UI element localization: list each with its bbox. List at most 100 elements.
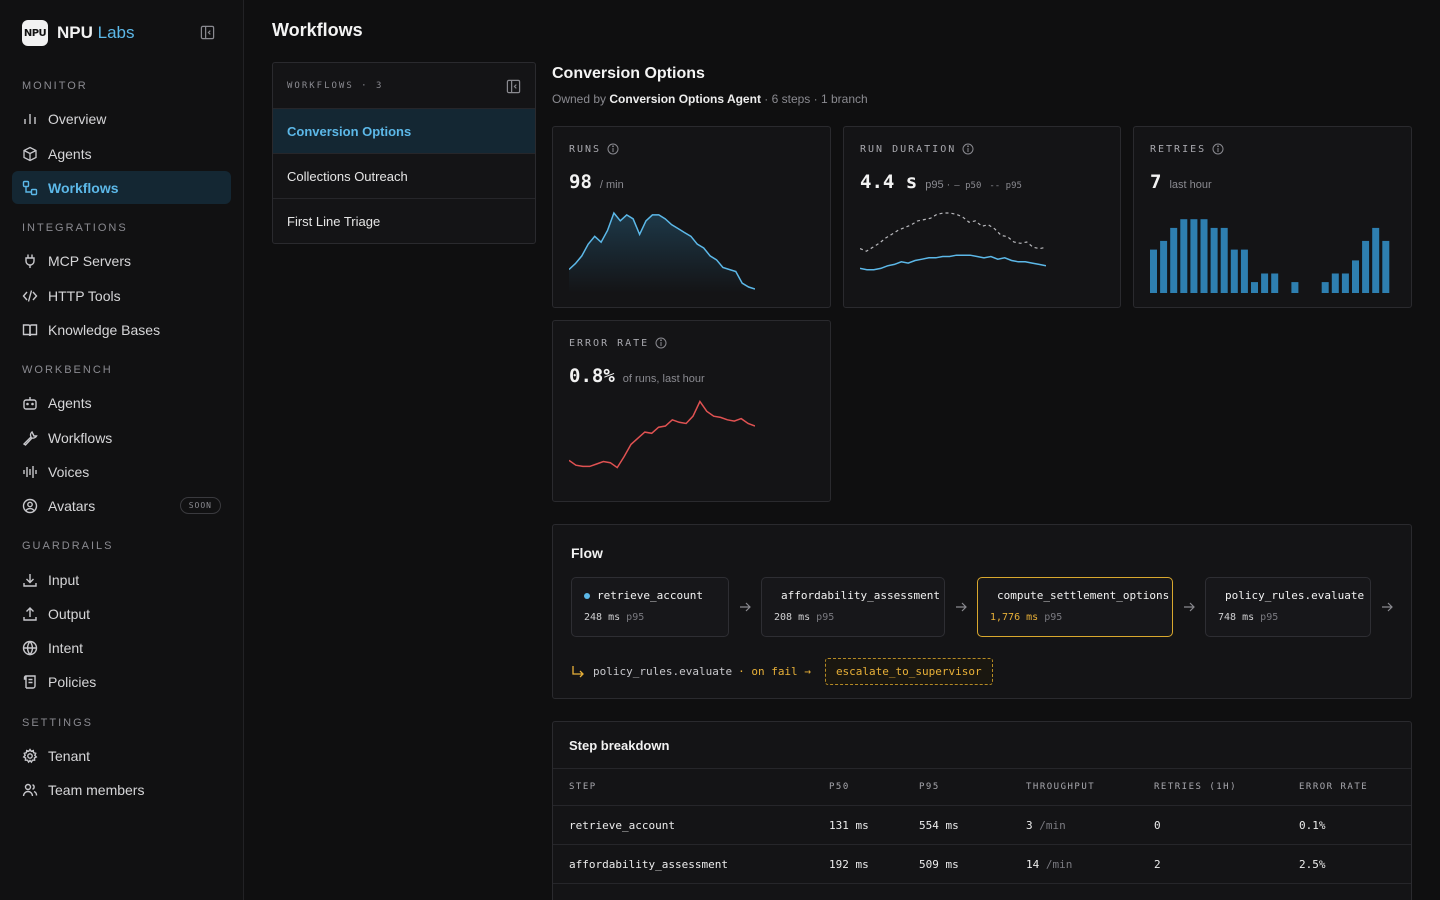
flow-step-compute-settlement-options[interactable]: compute_settlement_options 1,776 ms p95 (977, 577, 1173, 637)
cell-retries: 2 (1154, 858, 1161, 871)
info-icon[interactable] (1212, 143, 1224, 155)
sidebar-item-label: Agents (48, 394, 92, 411)
error-rate-chart (569, 400, 755, 469)
cell-throughput: 3 /min (1026, 819, 1066, 832)
column-header[interactable]: RETRIES (1H) (1154, 782, 1238, 792)
user-circle-icon (22, 498, 38, 513)
retries-bar (1240, 249, 1248, 293)
sidebar-item-team-members[interactable]: Team members (12, 773, 231, 806)
runs-area (569, 213, 755, 293)
column-header[interactable]: STEP (569, 782, 597, 792)
workflow-item-conversion-options[interactable]: Conversion Options (273, 109, 535, 154)
retries-label: RETRIES (1150, 143, 1224, 155)
arrow-right-icon (740, 602, 751, 612)
sidebar-item-label: Intent (48, 639, 84, 656)
retries-bar (1331, 273, 1339, 293)
table-row[interactable]: affordability_assessment 192 ms 509 ms 1… (553, 845, 1411, 884)
error-rate-value: 0.8% of runs, last hour (569, 365, 705, 387)
branch-arrow-icon (572, 665, 584, 677)
runs-card: RUNS 98/ min (552, 126, 831, 308)
sidebar-item-label: MCP Servers (48, 252, 131, 269)
sidebar-item-mcp-servers[interactable]: MCP Servers (12, 244, 231, 277)
sidebar-item-label: Agents (48, 145, 92, 162)
sidebar-item-input[interactable]: Input (12, 563, 231, 596)
flow-step-policy-rules-evaluate[interactable]: policy_rules.evaluate 748 ms p95 (1205, 577, 1371, 637)
info-icon[interactable] (655, 337, 667, 349)
sidebar-item-label: Output (48, 605, 91, 622)
sidebar-item-label: Knowledge Bases (48, 321, 161, 338)
flow-step-affordability-assessment[interactable]: affordability_assessment 208 ms p95 (761, 577, 945, 637)
sidebar-item-label: Overview (48, 110, 107, 127)
upload-icon (23, 606, 37, 621)
flow-step-retrieve-account[interactable]: retrieve_account 248 ms p95 (571, 577, 729, 637)
sidebar-item-http-tools[interactable]: HTTP Tools (12, 279, 231, 312)
retries-bar (1170, 227, 1178, 293)
cell-p50: 192 ms (829, 858, 869, 871)
legend-p95: -- p95 (989, 181, 1022, 191)
section-settings: SETTINGS (22, 717, 94, 729)
retries-bar (1321, 282, 1329, 293)
column-header[interactable]: ERROR RATE (1299, 782, 1369, 792)
sidebar-item-tenant[interactable]: Tenant (12, 739, 231, 772)
retries-bar (1362, 240, 1370, 293)
info-icon[interactable] (962, 143, 974, 155)
page-title: Workflows (272, 20, 363, 40)
workflow-item-collections-outreach[interactable]: Collections Outreach (273, 154, 535, 199)
status-dot (584, 592, 590, 599)
sidebar-item-workflows[interactable]: Workflows (12, 171, 231, 204)
sidebar-item-agents[interactable]: Agents (12, 137, 231, 170)
section-guardrails: GUARDRAILS (22, 540, 114, 552)
info-icon[interactable] (607, 143, 619, 155)
retries-chart (1150, 219, 1390, 293)
sidebar-item-avatars[interactable]: Avatars SOON (12, 489, 231, 522)
cube-icon (23, 146, 37, 161)
code-icon (22, 289, 38, 302)
retries-bar (1372, 227, 1380, 293)
flow-title: Flow (571, 545, 603, 561)
workflow-item-first-line-triage[interactable]: First Line Triage (287, 214, 381, 229)
sidebar-item-voices[interactable]: Voices (12, 455, 231, 488)
bar-chart-icon (24, 113, 36, 124)
collapse-panel-icon[interactable] (506, 79, 521, 94)
step-breakdown-title: Step breakdown (569, 738, 670, 753)
retries-bar (1261, 273, 1269, 293)
error-rate-card: ERROR RATE 0.8% of runs, last hour (552, 320, 831, 502)
column-header[interactable]: P95 (919, 782, 940, 792)
owner-link[interactable]: Conversion Options Agent (609, 92, 761, 106)
sidebar-item-label: Policies (48, 673, 97, 690)
workflow-title: Conversion Options (552, 65, 705, 82)
branch-target[interactable]: escalate_to_supervisor (824, 658, 993, 685)
sidebar-item-policies[interactable]: Policies (12, 665, 231, 698)
sidebar-item-label: Input (48, 571, 80, 588)
section-integrations: INTEGRATIONS (22, 222, 128, 234)
download-icon (23, 573, 37, 587)
plug-icon (25, 254, 35, 268)
workflow-owner-line: Owned by Conversion Options Agent · 6 st… (552, 92, 868, 106)
sidebar-item-label: Voices (48, 463, 90, 480)
retries-bar (1341, 273, 1349, 293)
retries-bar (1210, 227, 1218, 293)
retries-bar (1220, 227, 1228, 293)
sidebar-item-workbench-agents[interactable]: Agents (12, 386, 231, 419)
sidebar-item-knowledge-bases[interactable]: Knowledge Bases (12, 313, 231, 346)
column-header[interactable]: P50 (829, 782, 850, 792)
robot-icon (23, 396, 37, 410)
sidebar-item-label: Workflows (48, 179, 119, 196)
column-header[interactable]: THROUGHPUT (1026, 782, 1096, 792)
brand[interactable]: NPU NPU Labs (22, 20, 135, 46)
book-icon (22, 323, 38, 336)
collapse-sidebar-icon[interactable] (200, 25, 215, 40)
sidebar-item-output[interactable]: Output (12, 597, 231, 630)
cell-p50: 131 ms (829, 819, 869, 832)
workflow-list: WORKFLOWS · 3 Conversion Options Collect… (272, 62, 536, 244)
sidebar-item-workbench-workflows[interactable]: Workflows (12, 421, 231, 454)
duration-p50-line (860, 254, 1046, 271)
table-row[interactable]: retrieve_account 131 ms 554 ms 3 /min 0 … (553, 806, 1411, 845)
sidebar-item-label: Tenant (48, 747, 91, 764)
sidebar-item-intent[interactable]: Intent (12, 631, 231, 664)
brand-logo: NPU (22, 20, 48, 46)
cell-error-rate: 0.1% (1299, 819, 1326, 832)
sidebar: NPU NPU Labs MONITOR Overview Agents Wor… (0, 0, 244, 900)
flow-branch: policy_rules.evaluate · on fail → escala… (571, 658, 993, 685)
sidebar-item-overview[interactable]: Overview (12, 102, 231, 135)
